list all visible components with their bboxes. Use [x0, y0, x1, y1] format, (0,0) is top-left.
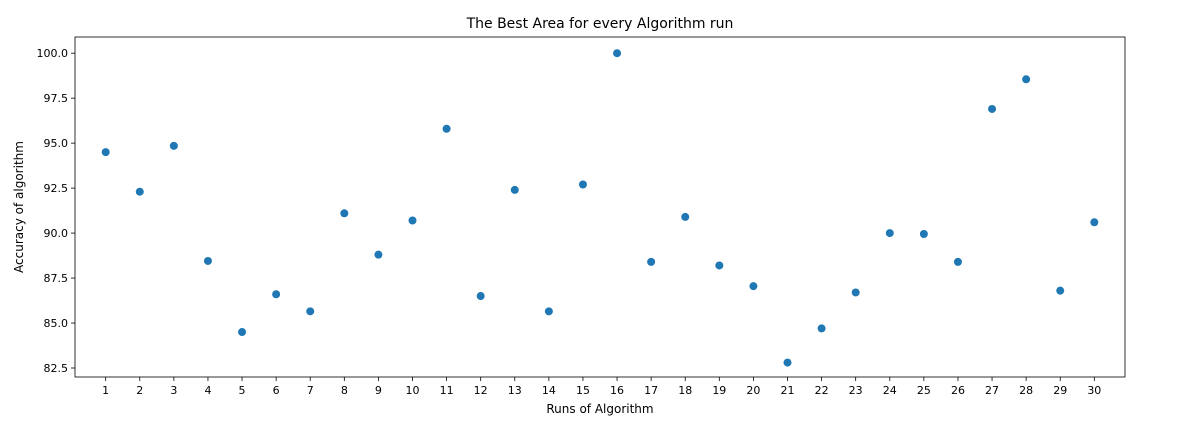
data-point [953, 257, 962, 266]
data-point [783, 358, 792, 367]
data-point [613, 49, 622, 58]
plot-frame [74, 36, 1126, 378]
data-point [238, 328, 247, 337]
x-tick-label: 12 [474, 384, 488, 397]
data-point [647, 257, 656, 266]
x-tick-label: 17 [644, 384, 658, 397]
x-tick-label: 20 [746, 384, 760, 397]
data-point [817, 324, 826, 333]
data-point [272, 290, 281, 299]
y-tick-label: 85.0 [44, 317, 69, 330]
data-point [203, 256, 212, 265]
x-tick-label: 3 [170, 384, 177, 397]
x-tick-label: 27 [985, 384, 999, 397]
data-point [169, 141, 178, 150]
data-point [1056, 286, 1065, 295]
x-tick-label: 16 [610, 384, 624, 397]
data-point [306, 307, 315, 316]
data-point [340, 209, 349, 218]
data-point [101, 148, 110, 157]
x-tick-label: 26 [951, 384, 965, 397]
y-tick-label: 95.0 [44, 137, 69, 150]
x-tick-label: 6 [273, 384, 280, 397]
plot-area: 1 2 3 4 5 6 7 8 9 10 11 12 13 14 15 16 17 18 19 20 21 22 23 24 2… [37, 36, 1126, 397]
x-tick-label: 7 [307, 384, 314, 397]
y-tick-label: 90.0 [44, 227, 69, 240]
x-tick-label: 19 [712, 384, 726, 397]
x-tick-label: 28 [1019, 384, 1033, 397]
data-point [851, 288, 860, 297]
x-tick-label: 14 [542, 384, 556, 397]
x-tick-label: 23 [849, 384, 863, 397]
x-tick-label: 2 [136, 384, 143, 397]
data-point [1022, 75, 1031, 84]
data-point [988, 104, 997, 113]
data-point [715, 261, 724, 270]
chart-title: The Best Area for every Algorithm run [466, 16, 734, 32]
data-point [578, 180, 587, 189]
data-point [442, 124, 451, 133]
x-tick-label: 24 [883, 384, 897, 397]
data-point [919, 229, 928, 238]
x-tick-label: 25 [917, 384, 931, 397]
data-point [476, 292, 485, 301]
x-tick-label: 22 [815, 384, 829, 397]
x-tick-label: 9 [375, 384, 382, 397]
x-tick-label: 13 [508, 384, 522, 397]
y-tick-label: 92.5 [44, 182, 69, 195]
x-tick-label: 29 [1053, 384, 1067, 397]
x-axis-label: Runs of Algorithm [546, 402, 653, 416]
data-point [885, 229, 894, 238]
x-tick-label: 15 [576, 384, 590, 397]
data-point [135, 187, 144, 196]
data-point [374, 250, 383, 259]
data-point [1090, 218, 1099, 227]
y-axis-label: Accuracy of algorithm [12, 141, 26, 273]
x-tick-label: 1 [102, 384, 109, 397]
x-tick-label: 21 [781, 384, 795, 397]
y-tick-label: 82.5 [44, 362, 69, 375]
data-point [408, 216, 417, 225]
data-point [510, 185, 519, 194]
x-tick-label: 11 [440, 384, 454, 397]
y-tick-label: 87.5 [44, 272, 69, 285]
x-tick-label: 8 [341, 384, 348, 397]
data-point [544, 307, 553, 316]
x-tick-label: 18 [678, 384, 692, 397]
x-tick-label: 10 [406, 384, 420, 397]
x-tick-label: 5 [239, 384, 246, 397]
x-tick-label: 4 [204, 384, 211, 397]
data-point [749, 282, 758, 291]
data-point [681, 212, 690, 221]
y-tick-label: 100.0 [37, 47, 69, 60]
y-tick-label: 97.5 [44, 92, 69, 105]
x-tick-label: 30 [1087, 384, 1101, 397]
